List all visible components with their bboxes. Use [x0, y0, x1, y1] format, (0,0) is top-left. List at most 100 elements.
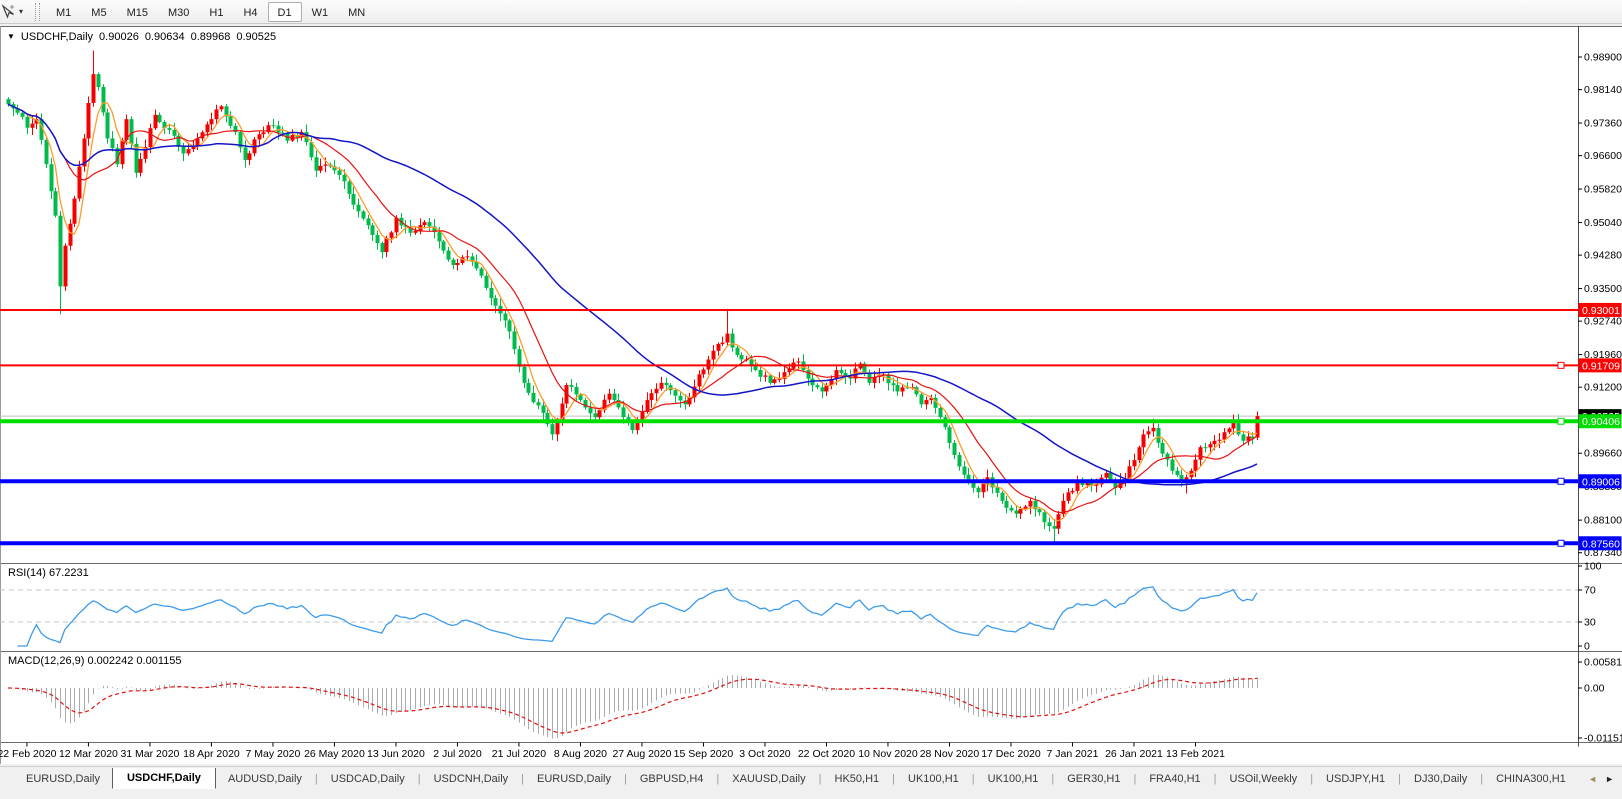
- rsi-indicator-label: RSI(14) 67.2231: [8, 567, 89, 579]
- tab-separator: |: [1398, 773, 1402, 785]
- chart-tab-xauusd-daily[interactable]: XAUUSD,Daily: [732, 773, 806, 785]
- svg-text:0.89660: 0.89660: [1584, 448, 1622, 460]
- chart-tab-hk50-h1[interactable]: HK50,H1: [834, 773, 880, 785]
- chart-tab-dj30-daily[interactable]: DJ30,Daily: [1414, 773, 1468, 785]
- svg-text:0.95040: 0.95040: [1584, 217, 1622, 229]
- timeframe-button-h4[interactable]: H4: [243, 6, 258, 19]
- chart-tab-ger30-h1[interactable]: GER30,H1: [1067, 773, 1121, 785]
- hline-handle: [1557, 361, 1565, 369]
- ma-13-line: [7, 103, 1258, 514]
- timeframe-button-m15[interactable]: M15: [126, 6, 148, 19]
- chevron-down-icon: ▾: [19, 7, 24, 16]
- svg-text:70: 70: [1584, 585, 1596, 597]
- chart-tab-uk100-h1[interactable]: UK100,H1: [908, 773, 959, 785]
- candlesticks: [6, 50, 1260, 544]
- open-value: 0.90026: [99, 31, 139, 43]
- svg-text:0.91200: 0.91200: [1584, 382, 1622, 394]
- svg-text:-0.011514: -0.011514: [1584, 733, 1622, 745]
- hline-price-tag: [1578, 302, 1622, 317]
- svg-text:7 May 2020: 7 May 2020: [245, 748, 300, 760]
- svg-text:12 Mar 2020: 12 Mar 2020: [59, 748, 118, 760]
- panel-borders: [0, 26, 1622, 764]
- svg-text:10 Nov 2020: 10 Nov 2020: [858, 748, 918, 760]
- chart-tab-uk100-h1[interactable]: UK100,H1: [987, 773, 1039, 785]
- scroll-right-icon[interactable]: ►: [1605, 774, 1614, 784]
- tab-scroll-buttons: ◄ ►: [1584, 767, 1618, 791]
- timeframe-button-m5[interactable]: M5: [91, 6, 107, 19]
- hline-price-tag: [1578, 358, 1622, 373]
- svg-text:31 Mar 2020: 31 Mar 2020: [120, 748, 179, 760]
- close-value: 0.90525: [236, 31, 277, 43]
- chart-tab-china300-h1[interactable]: CHINA300,H1: [1496, 773, 1566, 785]
- tab-separator: |: [623, 773, 627, 785]
- price-tags: 0.905250.930010.917090.904060.890060.875…: [1578, 302, 1622, 551]
- svg-text:0.91960: 0.91960: [1584, 349, 1622, 361]
- top-toolbar: ▾ M1 M5 M15 M30 H1 H4 D1 W1 MN: [0, 0, 1622, 24]
- horizontal-lines[interactable]: [0, 308, 1578, 547]
- svg-text:13 Jun 2020: 13 Jun 2020: [367, 748, 425, 760]
- timeframe-button-m30[interactable]: M30: [167, 6, 190, 19]
- hline-price-tag: [1578, 536, 1622, 551]
- hline-price-tag: [1578, 474, 1622, 489]
- svg-text:28 Nov 2020: 28 Nov 2020: [920, 748, 980, 760]
- svg-text:0.005818: 0.005818: [1584, 657, 1622, 669]
- ma-5-line: [7, 102, 1258, 522]
- chart-tab-usdjpy-h1[interactable]: USDJPY,H1: [1326, 773, 1386, 785]
- svg-text:0.94280: 0.94280: [1584, 250, 1622, 262]
- chart-window: 0.98900 0.98140 0.97360 0.96600 0.95820 0.950…: [0, 26, 1622, 764]
- tab-separator: |: [818, 773, 822, 785]
- tab-separator: |: [892, 773, 895, 785]
- tab-separator: |: [1051, 773, 1055, 785]
- svg-text:3 Oct 2020: 3 Oct 2020: [739, 748, 791, 760]
- svg-text:0.93500: 0.93500: [1584, 283, 1622, 295]
- timeframe-button-d1[interactable]: D1: [267, 1, 302, 22]
- crosshair-tool-button[interactable]: ▾: [0, 2, 27, 22]
- collapse-arrow-icon[interactable]: ▼: [7, 31, 15, 41]
- chart-tab-eurusd-daily[interactable]: EURUSD,Daily: [26, 773, 100, 785]
- toolbar-grip[interactable]: [35, 2, 41, 21]
- svg-text:27 Aug 2020: 27 Aug 2020: [612, 748, 671, 760]
- chart-tab-usdcad-daily[interactable]: USDCAD,Daily: [330, 773, 405, 785]
- chart-tab-eurusd-daily[interactable]: EURUSD,Daily: [537, 773, 611, 785]
- chart-tab-fra40-h1[interactable]: FRA40,H1: [1149, 773, 1201, 785]
- chart-tab-usdcnh-daily[interactable]: USDCNH,Daily: [433, 773, 509, 785]
- tab-separator: |: [1133, 773, 1137, 785]
- low-value: 0.89968: [190, 31, 231, 43]
- tab-separator: |: [971, 773, 975, 785]
- svg-text:18 Apr 2020: 18 Apr 2020: [183, 748, 240, 760]
- chart-tab-usdchf-daily[interactable]: USDCHF,Daily: [111, 768, 216, 789]
- tab-separator: |: [314, 773, 318, 785]
- svg-text:100: 100: [1584, 561, 1602, 573]
- ma-45-line: [7, 103, 1258, 486]
- svg-text:0.96600: 0.96600: [1584, 150, 1622, 162]
- timeframe-buttons: M1 M5 M15 M30 H1 H4 D1 W1 MN: [46, 0, 375, 24]
- tab-separator: |: [417, 773, 421, 785]
- timeframe-button-h1[interactable]: H1: [209, 6, 224, 19]
- scroll-left-icon[interactable]: ◄: [1588, 774, 1598, 784]
- svg-text:22 Oct 2020: 22 Oct 2020: [798, 748, 855, 760]
- rsi-panel: 100 70 30 0: [0, 561, 1602, 653]
- chart-tabs-bar: EURUSD,Daily USDCHF,Daily AUDUSD,Daily | USD…: [0, 766, 1622, 791]
- tab-separator: |: [1310, 773, 1314, 785]
- date-axis[interactable]: 22 Feb 2020 12 Mar 2020 31 Mar 2020 18 Apr …: [0, 742, 1225, 761]
- timeframe-button-m1[interactable]: M1: [56, 6, 72, 19]
- hline-handle: [1557, 539, 1565, 547]
- chart-title: ▼ USDCHF,Daily 0.90026 0.90634 0.89968 0…: [7, 31, 276, 43]
- svg-text:0.88100: 0.88100: [1584, 515, 1622, 527]
- svg-text:0.91709: 0.91709: [1582, 360, 1620, 372]
- chart-tab-usoil-weekly[interactable]: USOil,Weekly: [1229, 773, 1298, 785]
- svg-text:21 Jul 2020: 21 Jul 2020: [492, 748, 546, 760]
- chart-tab-gbpusd-h4[interactable]: GBPUSD,H4: [639, 773, 704, 785]
- chart-tab-audusd-daily[interactable]: AUDUSD,Daily: [227, 773, 302, 785]
- timeframe-button-w1[interactable]: W1: [311, 6, 329, 19]
- timeframe-button-mn[interactable]: MN: [348, 6, 366, 19]
- moving-averages: [7, 102, 1258, 522]
- high-value: 0.90634: [144, 31, 185, 43]
- macd-indicator-label: MACD(12,26,9) 0.002242 0.001155: [8, 655, 182, 667]
- symbol-period-label: USDCHF,Daily: [20, 31, 94, 43]
- svg-text:0.00: 0.00: [1584, 683, 1605, 695]
- svg-text:0.92740: 0.92740: [1584, 316, 1622, 328]
- hline-handle: [1557, 477, 1565, 485]
- tab-separator: |: [1480, 773, 1484, 785]
